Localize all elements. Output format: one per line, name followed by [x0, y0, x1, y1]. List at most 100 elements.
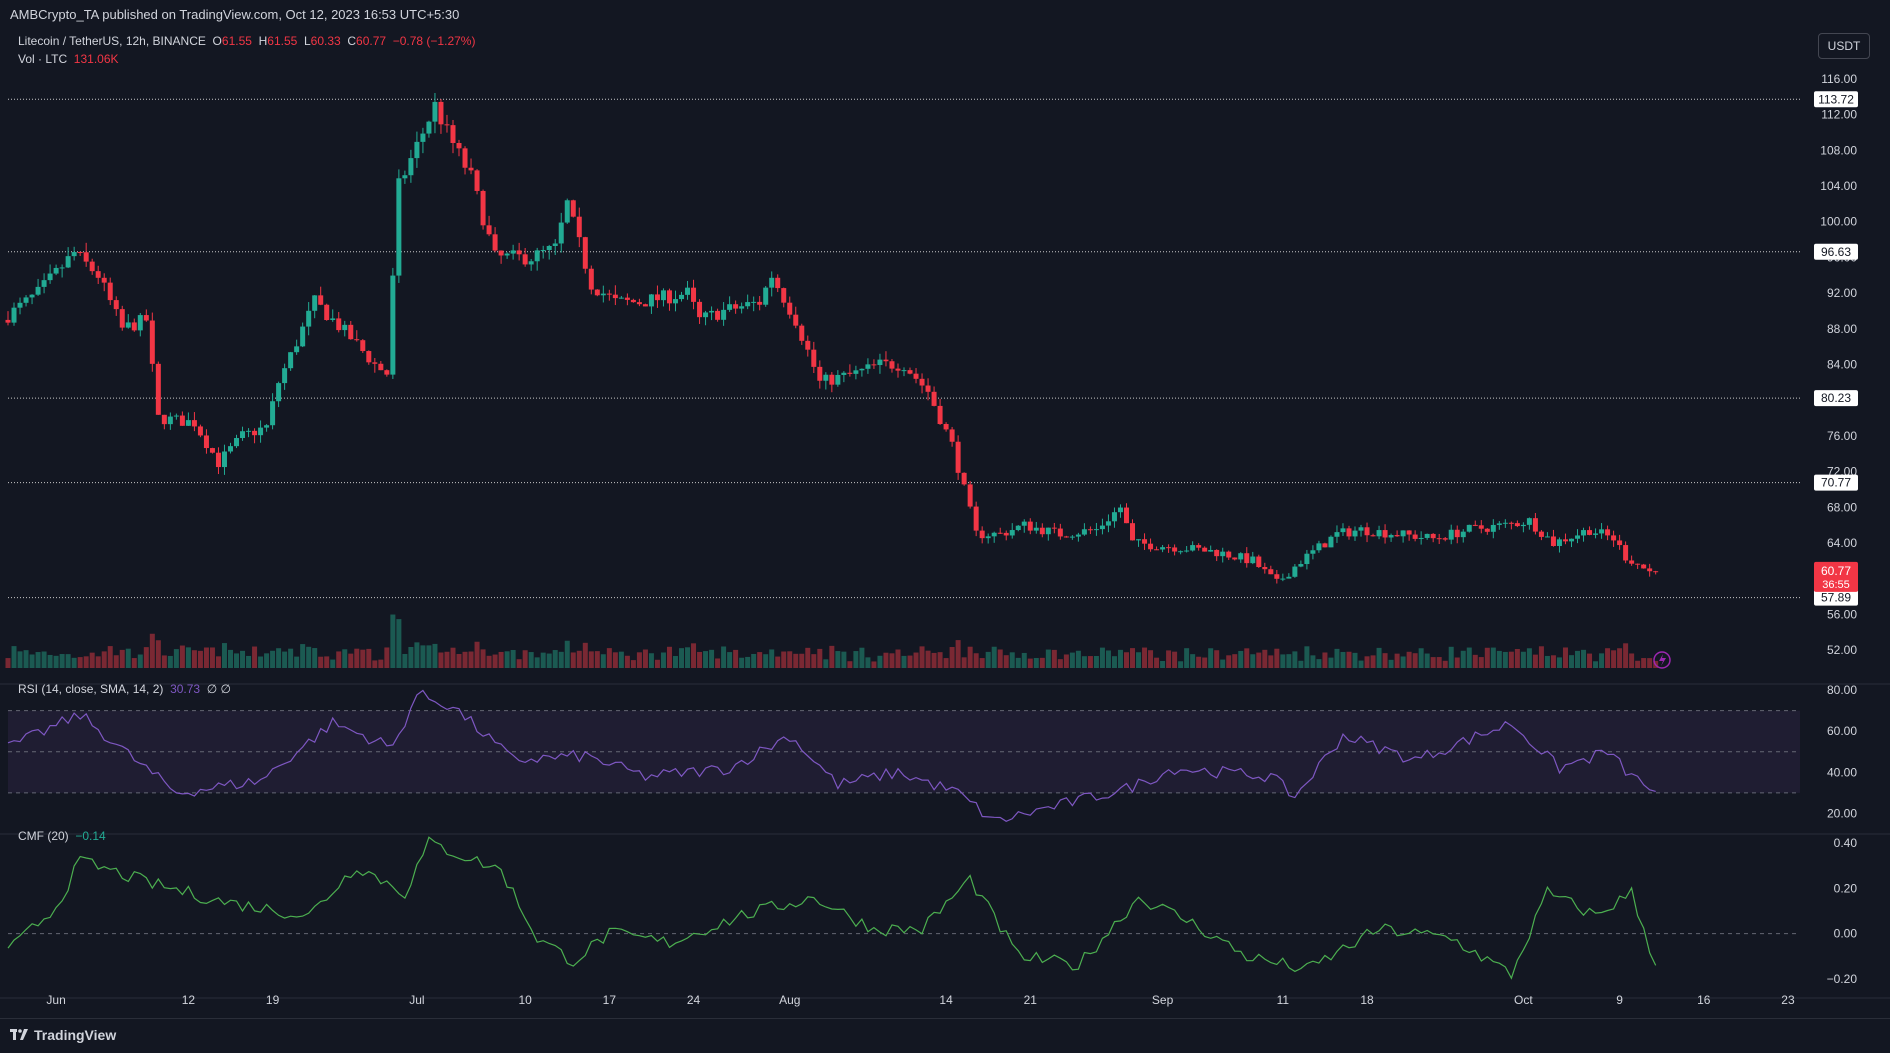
candle-body [252, 430, 258, 436]
volume-bar [77, 657, 83, 668]
volume-bar [889, 653, 895, 668]
price-tick-label: 112.00 [1821, 108, 1857, 122]
candle-body [1346, 528, 1352, 537]
level-price-tag [1814, 589, 1858, 606]
volume-bar [642, 649, 648, 668]
volume-bar [474, 641, 480, 668]
candle-body [1617, 540, 1623, 546]
candle-body [703, 312, 709, 318]
date-tick-label: 21 [1024, 993, 1038, 1007]
candle-body [1436, 538, 1442, 540]
volume-bar [1496, 650, 1502, 668]
candle-body [727, 304, 733, 310]
candle-body [1514, 523, 1520, 527]
tradingview-logo[interactable]: TradingView [10, 1027, 116, 1043]
candle-body [372, 362, 378, 364]
candle-body [1406, 530, 1412, 535]
candle-body [558, 222, 564, 244]
candle-body [258, 427, 264, 436]
symbol-label[interactable]: Litecoin / TetherUS, 12h, BINANCE [18, 34, 206, 48]
candle-body [1647, 568, 1653, 572]
candle-body [751, 301, 757, 303]
rsi-tick-label: 80.00 [1827, 683, 1857, 697]
candle-body [1190, 545, 1196, 551]
candle-body [390, 275, 396, 375]
cmf-label[interactable]: CMF (20) [18, 829, 69, 843]
candle-body [1611, 535, 1617, 541]
volume-bar [11, 646, 17, 668]
volume-bar [131, 658, 137, 668]
volume-bar [1154, 657, 1160, 668]
candle-body [468, 167, 474, 171]
volume-bar [949, 647, 955, 668]
currency-button[interactable]: USDT [1818, 33, 1870, 59]
volume-bar [817, 648, 823, 668]
volume-bar [1364, 656, 1370, 668]
volume-bar [757, 652, 763, 668]
volume-bar [997, 649, 1003, 668]
candle-body [65, 256, 71, 268]
candle-body [540, 250, 546, 252]
volume-bar [1003, 655, 1009, 668]
candle-body [691, 287, 697, 302]
rsi-value: 30.73 [170, 682, 201, 696]
candle-body [1081, 529, 1087, 535]
volume-bar [775, 656, 781, 668]
volume-bar [1346, 651, 1352, 668]
volume-bar [1436, 657, 1442, 668]
volume-bar [540, 652, 546, 668]
axis-layer: 116.00112.00108.00104.00100.0096.0092.00… [46, 72, 1858, 1007]
volume-bar [306, 646, 312, 668]
candle-body [450, 125, 456, 144]
volume-bar [847, 661, 853, 668]
volume-bar [1448, 646, 1454, 668]
candle-body [1556, 539, 1562, 547]
volume-bar [991, 646, 997, 668]
candle-body [47, 273, 53, 281]
candle-body [348, 324, 354, 340]
candle-body [282, 368, 288, 384]
volume-bar [155, 640, 161, 668]
candle-body [83, 252, 89, 262]
volume-bar [384, 647, 390, 668]
volume-bar [1520, 651, 1526, 668]
candle-body [1629, 560, 1635, 564]
candle-body [1298, 564, 1304, 567]
candle-body [1196, 545, 1202, 548]
volume-label[interactable]: Vol · LTC [18, 52, 68, 66]
volume-bar [270, 650, 276, 668]
lightning-icon [1653, 651, 1671, 669]
volume-bar [709, 649, 715, 668]
candle-body [474, 170, 480, 191]
volume-bar [943, 658, 949, 668]
volume-legend: Vol · LTC 131.06K [18, 52, 119, 66]
rsi-label[interactable]: RSI (14, close, SMA, 14, 2) [18, 682, 164, 696]
volume-bar [456, 654, 462, 668]
candle-body [522, 254, 528, 265]
volume-bar [408, 647, 414, 668]
volume-bar [624, 655, 630, 668]
volume-bar [1556, 657, 1562, 668]
volume-bar [288, 648, 294, 668]
candle-body [1093, 529, 1099, 531]
candle-body [197, 426, 203, 436]
volume-bar [95, 656, 101, 668]
lightning-icon-glyph [1659, 654, 1666, 666]
candle-body [107, 282, 113, 301]
volume-bar [167, 655, 173, 668]
candle-body [1069, 536, 1075, 538]
volume-bar [1406, 651, 1412, 668]
high-value: 61.55 [267, 34, 298, 48]
candle-body [1099, 525, 1105, 530]
volume-bar [1538, 646, 1544, 668]
volume-bar [1352, 652, 1358, 668]
candle-body [1208, 549, 1214, 552]
volume-bar [1081, 656, 1087, 668]
candle-body [618, 297, 624, 299]
candle-body [630, 299, 636, 303]
volume-bar [1238, 650, 1244, 668]
candle-body [516, 250, 522, 255]
chart-canvas[interactable]: 116.00112.00108.00104.00100.0096.0092.00… [0, 28, 1890, 1018]
candle-body [811, 349, 817, 367]
volume-bar [600, 654, 606, 668]
